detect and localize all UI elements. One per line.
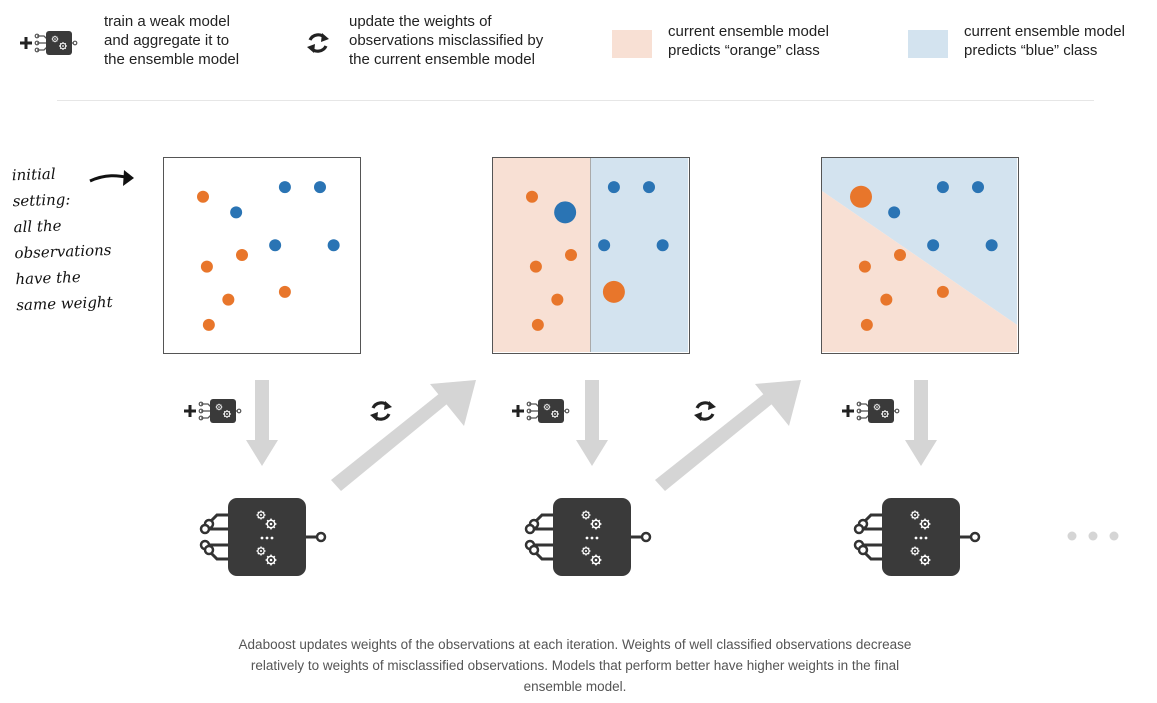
orange-observation [602,280,625,303]
orange-region [822,190,1017,352]
blue-observation [554,201,577,224]
panel-iteration-1-plot [197,181,340,331]
down-arrow-2 [576,380,608,466]
orange-observation [222,293,235,306]
legend-update-text: update the weights of observations miscl… [349,13,544,68]
legend-blue-text: current ensemble model predicts “blue” c… [964,23,1125,59]
blue-observation [985,239,998,252]
down-arrow-1 [246,380,278,466]
down-arrows [246,380,937,466]
orange-observation [236,249,248,261]
panel-iteration-3 [821,157,1019,354]
orange-observation [526,190,538,203]
blue-observation [598,239,611,252]
ellipsis-icon [1067,531,1119,541]
weak-model-icon [201,498,325,576]
orange-observation [197,190,209,203]
panel-iteration-2-plot [493,158,688,352]
panel-iteration-3-plot [822,158,1017,352]
blue-observation [972,181,984,194]
orange-observation [880,293,893,306]
blue-observation [936,181,949,194]
blue-observation [607,181,620,194]
orange-observation [936,285,949,298]
orange-observation [202,318,215,331]
orange-region-swatch [612,30,652,58]
legend-train-text: train a weak model and aggregate it to t… [104,13,240,68]
cycle-icon [368,399,394,423]
diagonal-arrow-2 [655,380,801,491]
train-model-icon [184,399,241,423]
panel-iteration-1 [163,157,361,354]
legend-divider [57,100,1094,101]
orange-observation [565,249,577,261]
blue-observation [643,181,655,194]
blue-observation [314,181,326,194]
orange-observation [850,185,872,208]
blue-observation [278,181,291,194]
orange-observation [551,293,564,306]
diagonal-arrows [331,380,801,491]
orange-observation [278,285,291,298]
orange-observation [531,318,544,331]
blue-observation [656,239,669,252]
blue-observation [888,206,901,219]
diagonal-arrow-1 [331,380,476,491]
blue-observation [327,239,340,252]
orange-observation [894,249,906,261]
orange-observation [858,260,871,273]
panel-iteration-2 [492,157,690,354]
train-model-icon [512,399,569,423]
weak-model-icon [855,498,979,576]
note-pointer-arrowhead [123,170,134,186]
legend-orange-text: current ensemble model predicts “orange”… [668,23,829,59]
orange-observation [200,260,213,273]
cycle-icon [692,399,718,423]
blue-observation [927,239,940,252]
orange-observation [529,260,542,273]
blue-region-swatch [908,30,948,58]
train-model-icon [842,399,899,423]
orange-observation [860,318,873,331]
down-arrow-3 [905,380,937,466]
weak-model-icon [526,498,650,576]
figure-caption: Adaboost updates weights of the observat… [238,637,912,694]
blue-region [590,158,688,352]
blue-observation [230,206,243,219]
blue-observation [269,239,282,252]
